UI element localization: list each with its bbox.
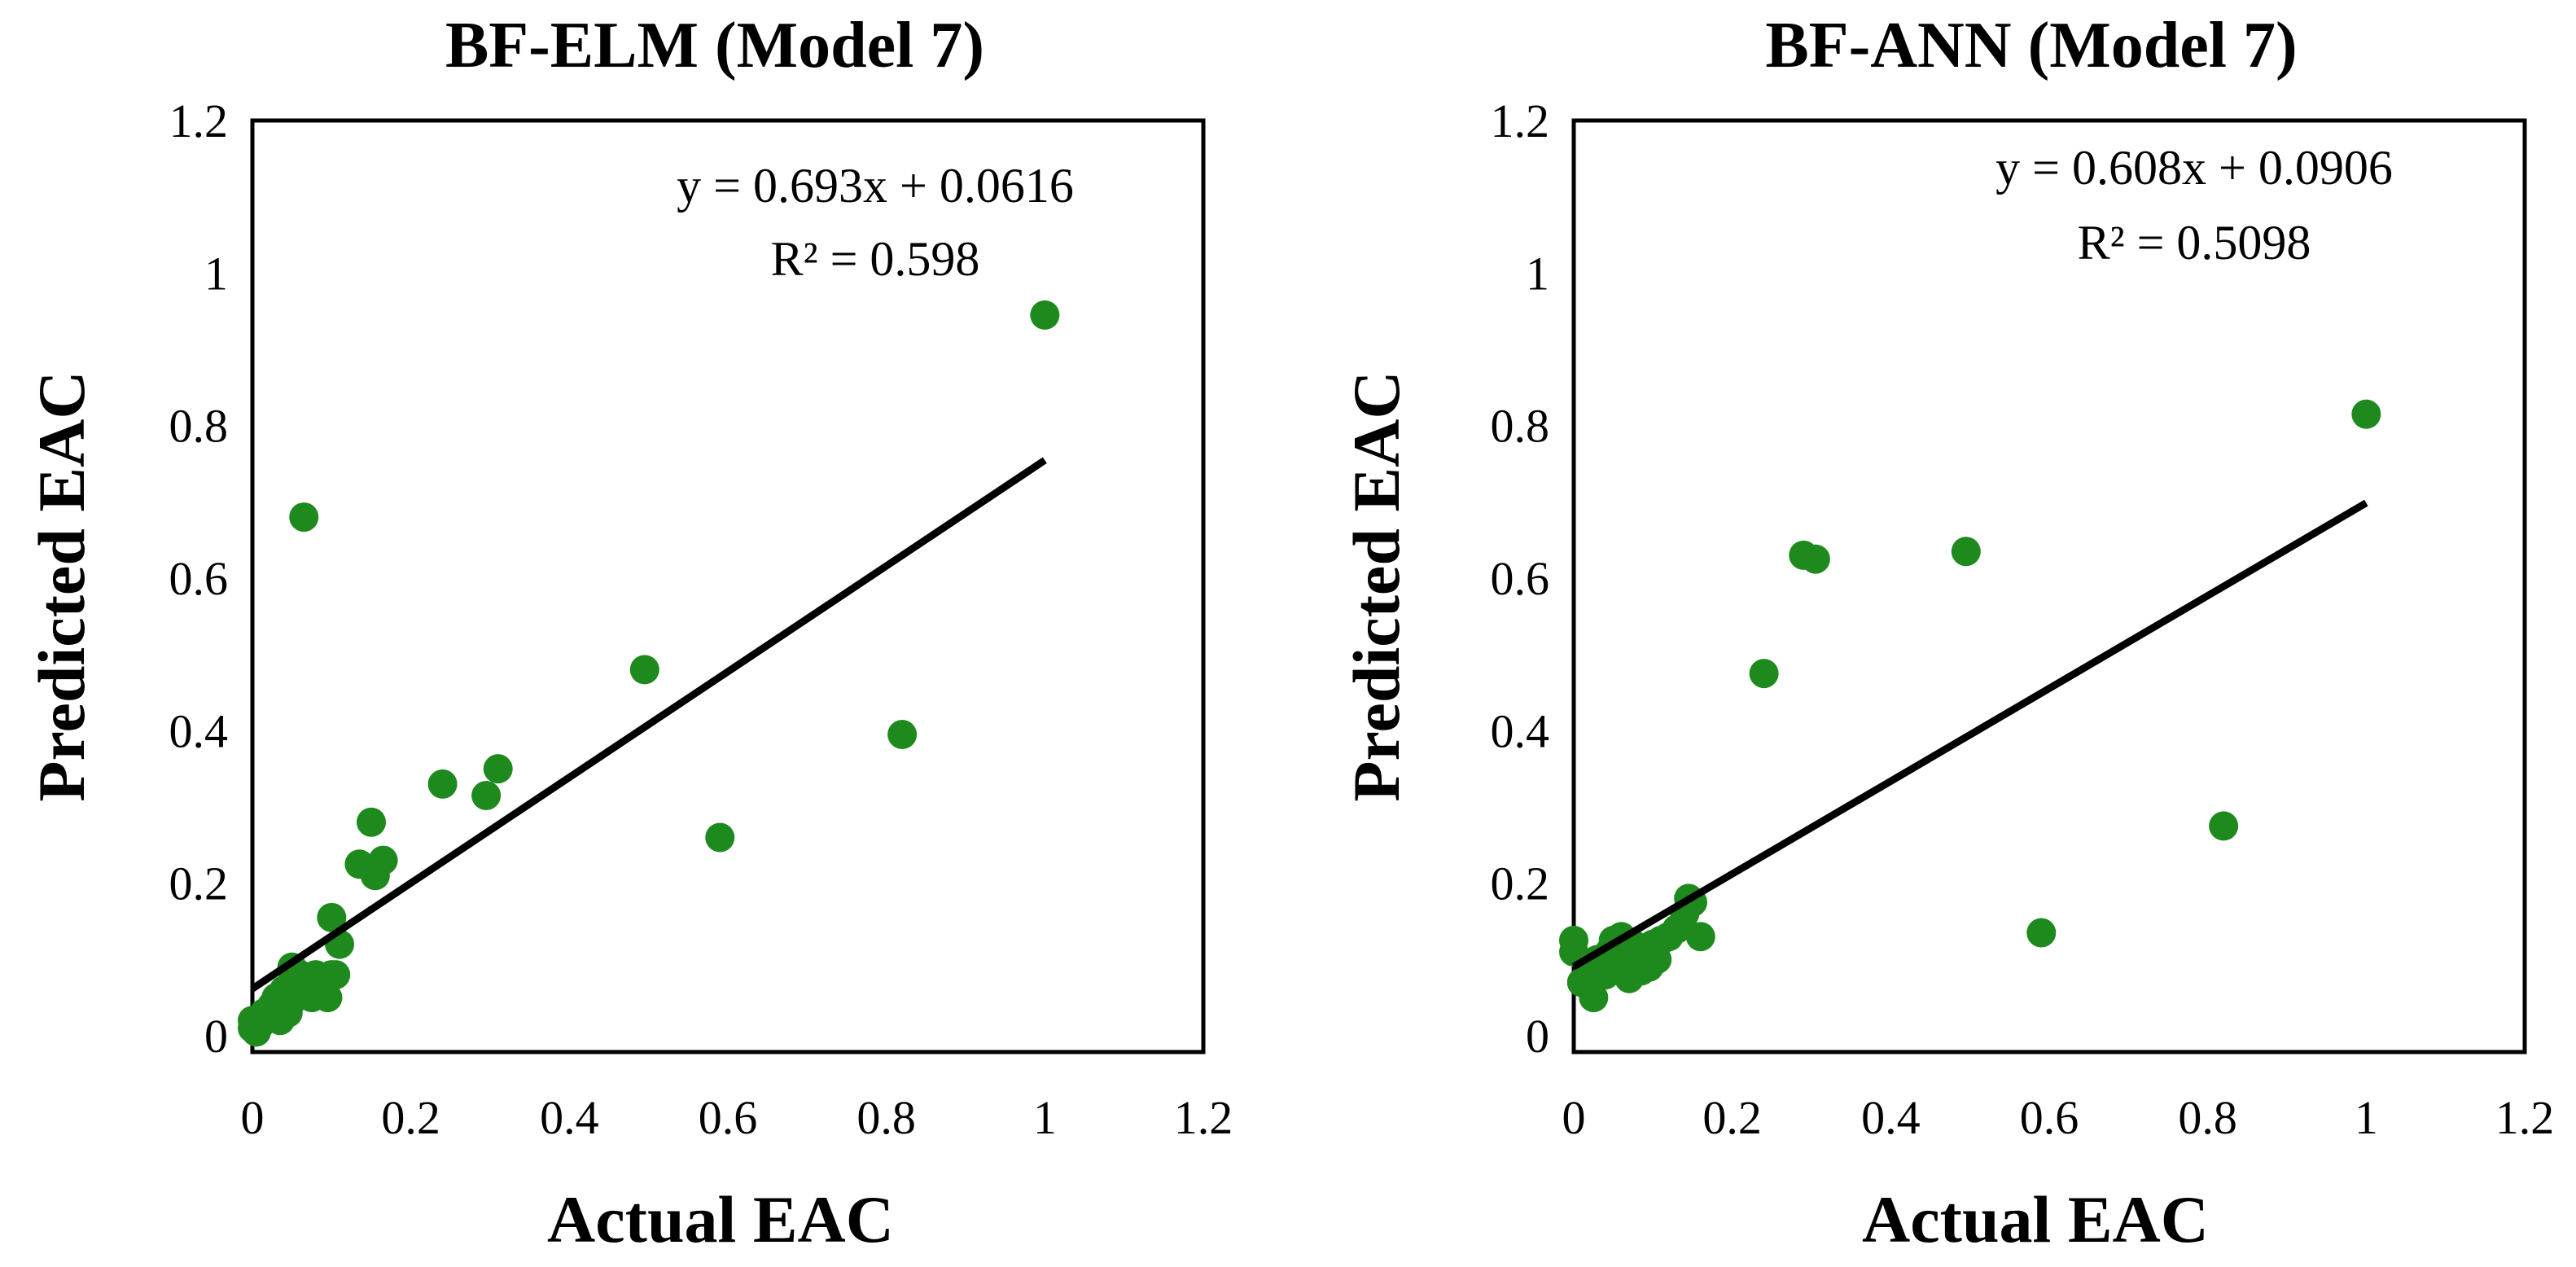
y-tick-label: 1.2: [169, 94, 229, 147]
y-tick-label: 1.2: [1491, 94, 1550, 147]
trendline: [250, 457, 1047, 993]
data-point: [1800, 544, 1830, 574]
x-axis-label: Actual EAC: [547, 1182, 894, 1256]
y-tick-label: 0.2: [169, 857, 229, 910]
data-point: [289, 502, 319, 533]
data-point: [1579, 983, 1609, 1013]
data-point: [321, 960, 351, 990]
x-tick-label: 0.8: [2178, 1091, 2237, 1144]
data-points: [238, 300, 1060, 1047]
x-tick-label: 0.8: [856, 1091, 916, 1144]
data-point: [705, 822, 735, 853]
data-point: [357, 807, 386, 837]
x-tick-label: 1: [1033, 1091, 1057, 1144]
x-tick-label: 0.4: [1861, 1091, 1921, 1144]
y-axis-label: Predicted EAC: [24, 370, 99, 801]
data-point: [1951, 537, 1981, 567]
x-tick-label: 1: [2355, 1091, 2378, 1144]
x-tick-label: 0.2: [1702, 1091, 1762, 1144]
chart-bf-ann: BF-ANN (Model 7) 00.20.40.60.811.2 0 0.2 0…: [1339, 10, 2554, 1256]
x-tick-labels: 0 0.2 0.4 0.6 0.8 1 1.2: [241, 1091, 1233, 1144]
data-point: [471, 780, 502, 810]
r-squared: R² = 0.5098: [2078, 216, 2311, 270]
x-tick-label: 0.6: [2020, 1091, 2079, 1144]
y-tick-label: 0.6: [169, 552, 229, 605]
x-tick-label: 1.2: [2495, 1091, 2555, 1144]
x-tick-label: 1.2: [1174, 1091, 1233, 1144]
data-point: [1030, 300, 1060, 330]
y-tick-label: 0.6: [1491, 552, 1550, 605]
y-tick-label: 0.8: [169, 400, 229, 453]
data-point: [1749, 659, 1779, 689]
chart-title: BF-ELM (Model 7): [445, 10, 984, 81]
data-point: [887, 720, 918, 750]
r-squared: R² = 0.598: [771, 232, 980, 286]
data-point: [2351, 399, 2381, 429]
trend-equation: y = 0.608x + 0.0906: [1996, 141, 2393, 195]
y-tick-label: 0.2: [1491, 857, 1550, 910]
data-point: [1559, 925, 1588, 955]
y-tick-label: 1: [1526, 247, 1549, 300]
chart-title: BF-ANN (Model 7): [1765, 10, 2297, 81]
data-point: [483, 754, 513, 784]
x-axis-label: Actual EAC: [1862, 1182, 2209, 1256]
data-point: [368, 845, 398, 875]
data-point: [317, 902, 347, 932]
plot-area: [250, 118, 1206, 1054]
y-tick-label: 1: [204, 247, 228, 300]
y-tick-labels: 0 0.2 0.4 0.6 0.8 1 1.2: [169, 94, 229, 1063]
y-tick-label: 0.8: [1491, 400, 1550, 453]
data-point: [629, 655, 659, 685]
x-tick-label: 0: [241, 1091, 265, 1144]
data-point: [2026, 918, 2057, 948]
data-point: [2209, 811, 2239, 841]
data-point: [1685, 922, 1715, 952]
data-point: [427, 769, 458, 799]
x-tick-label: 0.6: [699, 1091, 758, 1144]
y-axis-label: Predicted EAC: [1339, 370, 1413, 801]
trend-equation: y = 0.693x + 0.0616: [677, 159, 1074, 213]
y-tick-label: 0.4: [1491, 704, 1550, 757]
y-tick-label: 0: [1526, 1010, 1549, 1063]
x-tick-label: 0: [1562, 1091, 1586, 1144]
plot-area: [1571, 118, 2527, 1054]
y-tick-label: 0.4: [169, 704, 229, 757]
chart-bf-elm: BF-ELM (Model 7) 00.20.40.60.811.2 0 0.2 0…: [24, 10, 1233, 1256]
x-tick-label: 0.2: [381, 1091, 440, 1144]
x-tick-labels: 0 0.2 0.4 0.6 0.8 1 1.2: [1562, 1091, 2555, 1144]
y-tick-label: 0: [204, 1010, 228, 1063]
x-tick-label: 0.4: [540, 1091, 599, 1144]
trendline: [1571, 499, 2368, 971]
data-point: [313, 983, 343, 1013]
y-tick-labels: 0 0.2 0.4 0.6 0.8 1 1.2: [1491, 94, 1550, 1063]
